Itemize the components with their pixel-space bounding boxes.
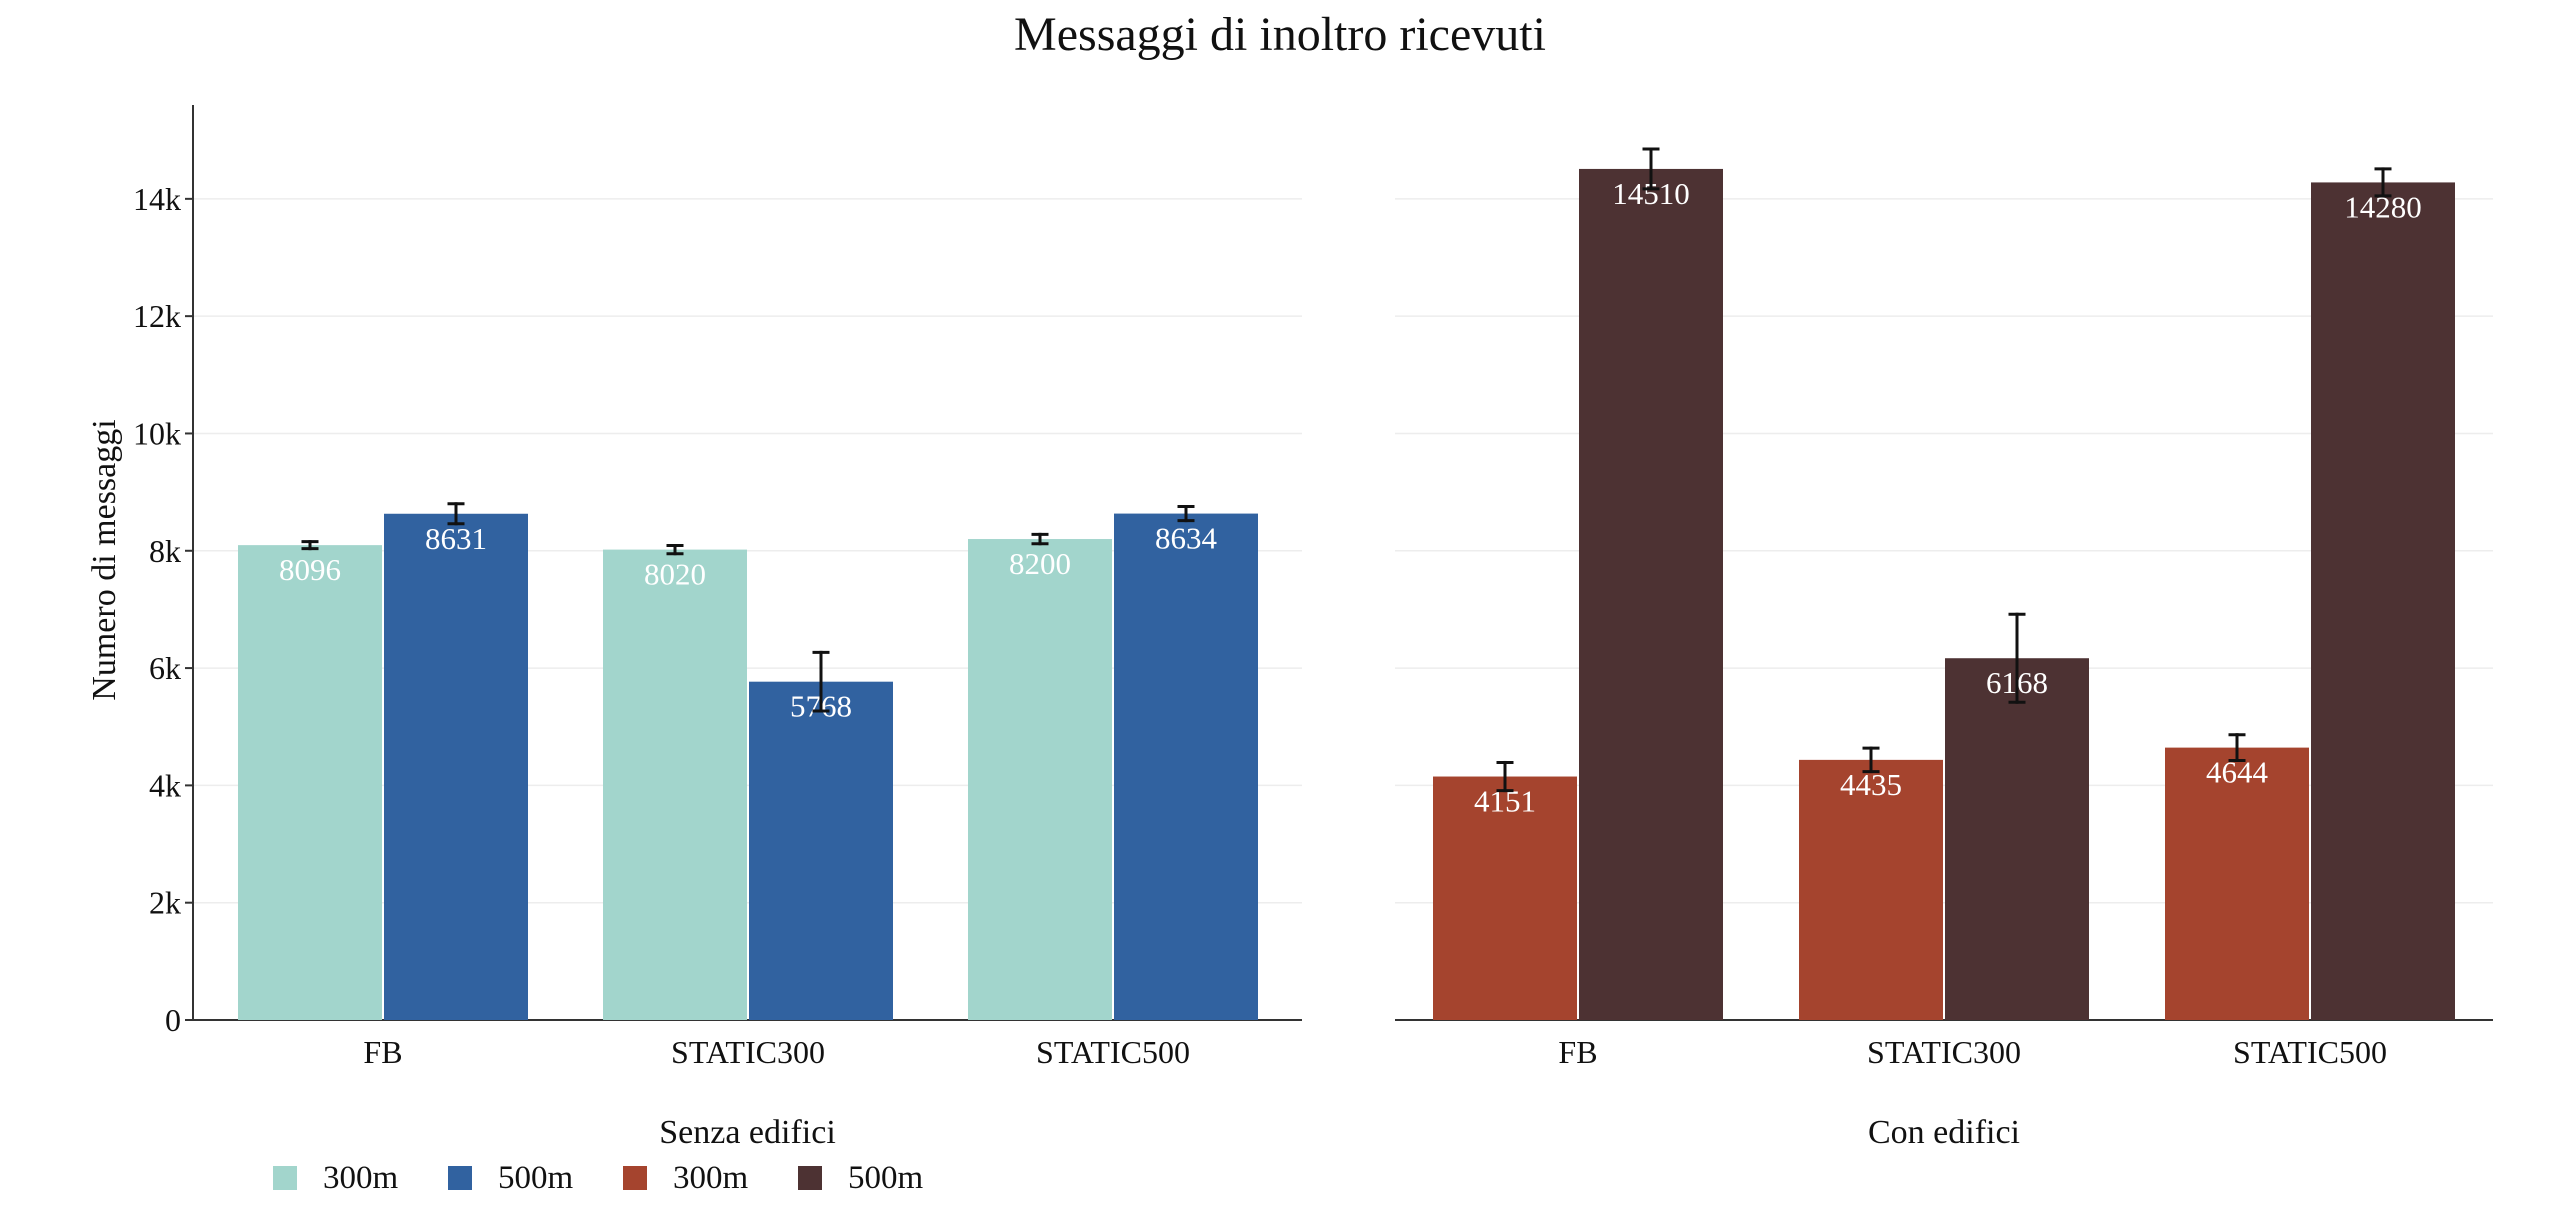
error-bar <box>1642 147 1660 191</box>
error-bar <box>2374 167 2392 198</box>
y-tick-label: 0 <box>165 1002 181 1038</box>
legend-swatch <box>798 1166 822 1190</box>
bar-value-label: 8200 <box>1009 546 1071 581</box>
y-tick-label: 2k <box>149 885 181 921</box>
y-axis-title: Numero di messaggi <box>86 419 123 700</box>
legend-item[interactable]: 300m <box>623 1160 749 1196</box>
bar-static500-500m <box>1114 513 1258 1020</box>
bar-static300-300m <box>603 549 747 1020</box>
error-bar <box>1862 746 1880 774</box>
x-tick-label: STATIC300 <box>671 1034 825 1070</box>
bar-static500-300m <box>968 539 1112 1020</box>
bar-static500-300m <box>2165 747 2309 1020</box>
error-bar <box>812 650 830 713</box>
error-bar <box>2228 733 2246 763</box>
x-tick-label: STATIC500 <box>1036 1034 1190 1070</box>
error-bar <box>2008 612 2026 704</box>
legend-swatch <box>448 1166 472 1190</box>
x-tick-label: FB <box>1558 1034 1597 1070</box>
legend-label: 300m <box>673 1160 749 1196</box>
y-tick-label: 12k <box>133 298 181 334</box>
legend-swatch <box>623 1166 647 1190</box>
bar-value-label: 8631 <box>425 521 487 556</box>
legend-label: 500m <box>498 1160 574 1196</box>
chart-title: Messaggi di inoltro ricevuti <box>1014 8 1546 61</box>
y-tick-label: 4k <box>149 767 181 803</box>
bar-value-label: 8096 <box>279 552 341 587</box>
panel-con-edifici: 415114510FB44356168STATIC300464414280STA… <box>1395 147 2493 1151</box>
y-tick-label: 10k <box>133 415 181 451</box>
bar-static300-500m <box>1945 658 2089 1020</box>
error-bar <box>301 540 319 551</box>
panel-senza-edifici: 02k4k6k8k10k12k14k80968631FB80205768STAT… <box>133 105 1302 1151</box>
y-tick-label: 14k <box>133 181 181 217</box>
legend-label: 300m <box>323 1160 399 1196</box>
bar-static500-500m <box>2311 182 2455 1020</box>
bar-static300-500m <box>749 681 893 1020</box>
x-tick-label: FB <box>363 1034 402 1070</box>
bar-value-label: 8020 <box>644 557 706 592</box>
x-tick-label: STATIC300 <box>1867 1034 2021 1070</box>
legend: 300m 500m 300m 500m <box>273 1160 924 1196</box>
x-tick-label: STATIC500 <box>2233 1034 2387 1070</box>
error-bar <box>1496 760 1514 793</box>
x-axis-title: Con edifici <box>1868 1114 2020 1151</box>
x-axis-title: Senza edifici <box>659 1114 836 1151</box>
y-tick-label: 8k <box>149 533 181 569</box>
error-bar <box>447 502 465 526</box>
legend-item[interactable]: 500m <box>798 1160 924 1196</box>
legend-label: 500m <box>848 1160 924 1196</box>
legend-item[interactable]: 500m <box>448 1160 574 1196</box>
legend-swatch <box>273 1166 297 1190</box>
error-bar <box>1031 532 1049 546</box>
bar-static300-300m <box>1799 759 1943 1020</box>
bar-fb-500m <box>1579 168 1723 1021</box>
error-bar <box>666 543 684 556</box>
error-bar <box>1177 505 1195 523</box>
bar-fb-500m <box>384 513 528 1020</box>
bar-fb-300m <box>1433 776 1577 1020</box>
bar-value-label: 8634 <box>1155 521 1218 556</box>
y-tick-label: 6k <box>149 650 181 686</box>
legend-item[interactable]: 300m <box>273 1160 399 1196</box>
bar-fb-300m <box>238 545 382 1020</box>
